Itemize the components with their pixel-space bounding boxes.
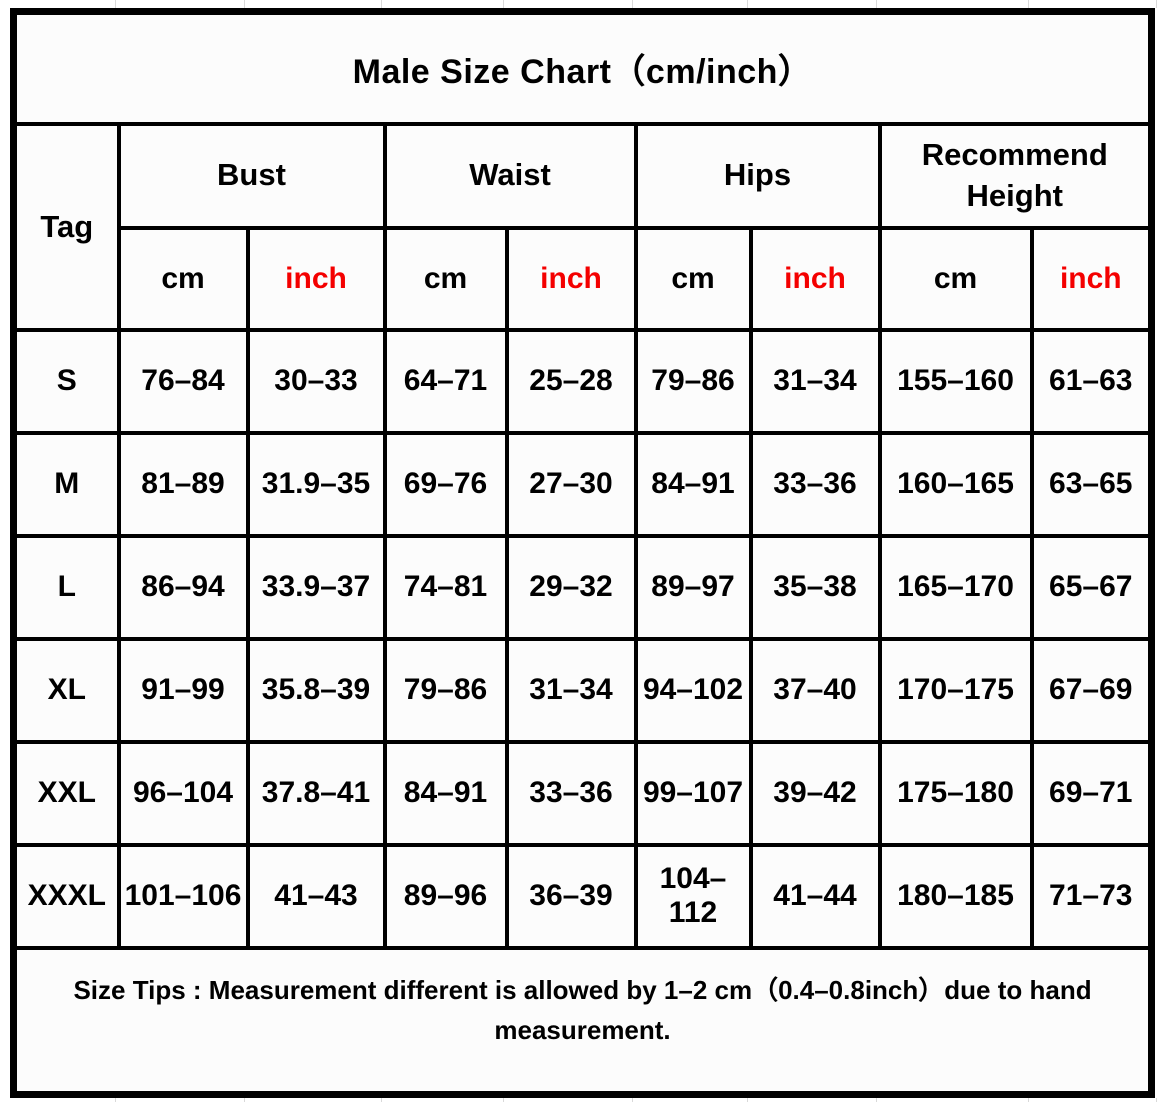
measurement-cell: 175–180 xyxy=(877,739,1034,847)
measurement-cell: 65–67 xyxy=(1029,533,1154,641)
measurement-cell: 31–34 xyxy=(748,327,882,435)
spreadsheet-gridline xyxy=(876,1098,877,1102)
measurement-cell: 81–89 xyxy=(116,430,250,538)
spreadsheet-gridline xyxy=(747,0,748,8)
measurement-cell: 74–81 xyxy=(382,533,509,641)
measurement-cell: 31–34 xyxy=(504,636,638,744)
spreadsheet-gridline xyxy=(503,0,504,8)
tag-header-cell: Tag xyxy=(11,121,121,332)
measurement-cell: 63–65 xyxy=(1029,430,1154,538)
measurement-cell: 94–102 xyxy=(633,636,753,744)
group-header-hips: Hips xyxy=(633,121,882,230)
measurement-cell: 86–94 xyxy=(116,533,250,641)
measurement-cell: 165–170 xyxy=(877,533,1034,641)
measurement-cell: 37.8–41 xyxy=(245,739,387,847)
spreadsheet-gridline xyxy=(1156,0,1157,8)
spreadsheet-gridline xyxy=(632,0,633,8)
spreadsheet-gridline xyxy=(244,1098,245,1102)
size-tag-cell: XXXL xyxy=(11,842,121,950)
measurement-cell: 33–36 xyxy=(748,430,882,538)
spreadsheet-gridline xyxy=(503,1098,504,1102)
spreadsheet-gridline xyxy=(381,0,382,8)
measurement-cell: 27–30 xyxy=(504,430,638,538)
measurement-cell: 37–40 xyxy=(748,636,882,744)
spreadsheet-gridline xyxy=(115,1098,116,1102)
measurement-cell: 99–107 xyxy=(633,739,753,847)
measurement-cell: 104–112 xyxy=(633,842,753,950)
measurement-cell: 101–106 xyxy=(116,842,250,950)
measurement-cell: 155–160 xyxy=(877,327,1034,435)
measurement-cell: 39–42 xyxy=(748,739,882,847)
table-row-xxxl: XXXL 101–106 41–43 89–96 36–39 104–112 4… xyxy=(11,842,1154,950)
measurement-cell: 30–33 xyxy=(245,327,387,435)
unit-cell-hips-cm: cm xyxy=(633,225,753,332)
size-tag-cell: S xyxy=(11,327,121,435)
table-row-xxl: XXL 96–104 37.8–41 84–91 33–36 99–107 39… xyxy=(11,739,1154,847)
measurement-cell: 41–43 xyxy=(245,842,387,950)
spreadsheet-gridline xyxy=(381,1098,382,1102)
unit-cell-hips-inch: inch xyxy=(748,225,882,332)
table-row-xl: XL 91–99 35.8–39 79–86 31–34 94–102 37–4… xyxy=(11,636,1154,744)
spreadsheet-gridline xyxy=(244,0,245,8)
spreadsheet-gridline xyxy=(115,0,116,8)
measurement-cell: 76–84 xyxy=(116,327,250,435)
spreadsheet-gridline xyxy=(747,1098,748,1102)
unit-cell-height-cm: cm xyxy=(877,225,1034,332)
measurement-cell: 67–69 xyxy=(1029,636,1154,744)
measurement-cell: 29–32 xyxy=(504,533,638,641)
measurement-cell: 96–104 xyxy=(116,739,250,847)
table-row-s: S 76–84 30–33 64–71 25–28 79–86 31–34 15… xyxy=(11,327,1154,435)
measurement-cell: 25–28 xyxy=(504,327,638,435)
measurement-cell: 79–86 xyxy=(633,327,753,435)
spreadsheet-gridline xyxy=(632,1098,633,1102)
measurement-cell: 71–73 xyxy=(1029,842,1154,950)
measurement-cell: 89–97 xyxy=(633,533,753,641)
spreadsheet-gridline xyxy=(1028,1098,1029,1102)
spreadsheet-gridline xyxy=(876,0,877,8)
measurement-cell: 79–86 xyxy=(382,636,509,744)
size-tips-note: Size Tips : Measurement different is all… xyxy=(11,945,1154,1097)
measurement-cell: 180–185 xyxy=(877,842,1034,950)
measurement-cell: 84–91 xyxy=(633,430,753,538)
table-row-m: M 81–89 31.9–35 69–76 27–30 84–91 33–36 … xyxy=(11,430,1154,538)
unit-cell-waist-inch: inch xyxy=(504,225,638,332)
measurement-cell: 31.9–35 xyxy=(245,430,387,538)
measurement-cell: 89–96 xyxy=(382,842,509,950)
measurement-cell: 41–44 xyxy=(748,842,882,950)
measurement-cell: 64–71 xyxy=(382,327,509,435)
size-chart-table: Male Size Chart（cm/inch） Tag Bust Waist … xyxy=(10,8,1156,1098)
spreadsheet-gridline xyxy=(1028,0,1029,8)
size-tag-cell: XL xyxy=(11,636,121,744)
spreadsheet-gridline xyxy=(1156,1098,1157,1102)
group-header-bust: Bust xyxy=(116,121,387,230)
measurement-cell: 35–38 xyxy=(748,533,882,641)
group-header-waist: Waist xyxy=(382,121,638,230)
measurement-cell: 160–165 xyxy=(877,430,1034,538)
size-tag-cell: L xyxy=(11,533,121,641)
measurement-cell: 170–175 xyxy=(877,636,1034,744)
measurement-cell: 84–91 xyxy=(382,739,509,847)
measurement-cell: 69–71 xyxy=(1029,739,1154,847)
size-tag-cell: XXL xyxy=(11,739,121,847)
measurement-cell: 35.8–39 xyxy=(245,636,387,744)
group-header-height: Recommend Height xyxy=(877,121,1154,230)
measurement-cell: 69–76 xyxy=(382,430,509,538)
table-row-l: L 86–94 33.9–37 74–81 29–32 89–97 35–38 … xyxy=(11,533,1154,641)
measurement-cell: 91–99 xyxy=(116,636,250,744)
measurement-cell: 33–36 xyxy=(504,739,638,847)
unit-cell-waist-cm: cm xyxy=(382,225,509,332)
measurement-cell: 61–63 xyxy=(1029,327,1154,435)
page-title: Male Size Chart（cm/inch） xyxy=(11,9,1154,126)
size-tag-cell: M xyxy=(11,430,121,538)
measurement-cell: 33.9–37 xyxy=(245,533,387,641)
measurement-cell: 36–39 xyxy=(504,842,638,950)
unit-cell-bust-inch: inch xyxy=(245,225,387,332)
unit-cell-bust-cm: cm xyxy=(116,225,250,332)
unit-cell-height-inch: inch xyxy=(1029,225,1154,332)
